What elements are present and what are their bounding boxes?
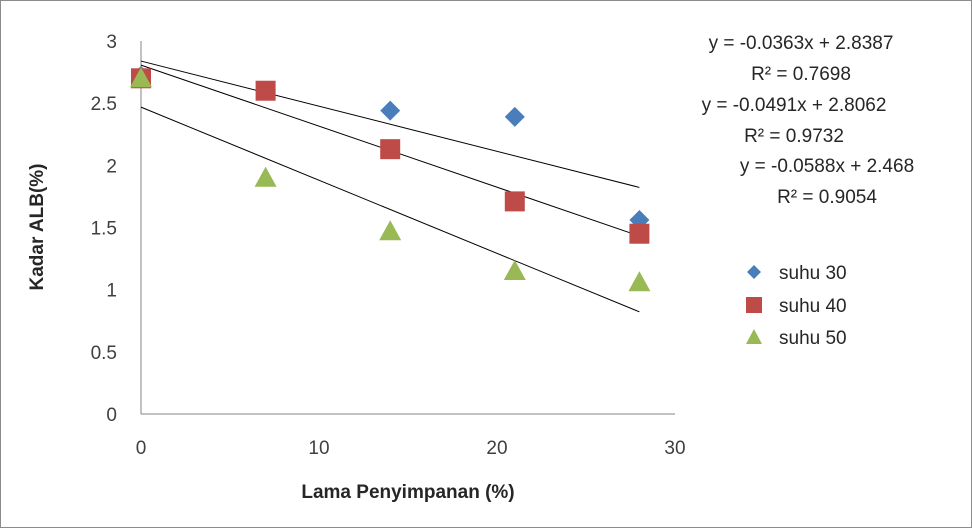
x-tick-label: 30 [664, 438, 685, 459]
data-point-series-3 [130, 67, 152, 88]
data-point-series-3 [379, 220, 402, 241]
data-point-series-1 [380, 100, 401, 121]
data-points [130, 65, 651, 292]
data-point-series-3 [254, 166, 277, 187]
trendline-3 [140, 106, 640, 313]
y-tick-label: 1.5 [91, 219, 117, 240]
y-tick-label: 0 [106, 405, 117, 426]
data-point-series-3 [628, 271, 651, 292]
legend-marker-2 [746, 297, 762, 313]
legend-marker-1 [747, 265, 761, 279]
x-tick-label: 10 [308, 438, 329, 459]
data-point-series-2 [629, 223, 650, 244]
y-axis-title: Kadar ALB(%) [27, 163, 48, 290]
y-tick-label: 0.5 [91, 343, 117, 364]
data-point-series-2 [504, 191, 525, 212]
data-point-series-3 [503, 260, 526, 281]
axes: 0 10 20 30 0 0.5 1 1.5 2 2.5 3 [91, 32, 686, 459]
legend-label-1: suhu 30 [779, 263, 847, 284]
trendline-equation-3: y = -0.0588x + 2.468 [740, 156, 914, 177]
x-axis-title: Lama Penyimpanan (%) [301, 482, 514, 503]
y-tick-label: 1 [106, 281, 117, 302]
x-tick-label: 20 [486, 438, 507, 459]
trendline-r2-1: R² = 0.7698 [751, 64, 851, 85]
trendline-equation-1: y = -0.0363x + 2.8387 [709, 33, 894, 54]
y-tick-label: 2.5 [91, 94, 117, 115]
trendline-1 [140, 60, 640, 188]
data-point-series-2 [380, 139, 401, 160]
trendlines [140, 60, 640, 313]
legend-label-3: suhu 50 [779, 328, 847, 349]
trendline-equation-2: y = -0.0491x + 2.8062 [702, 95, 887, 116]
x-tick-label: 0 [136, 438, 147, 459]
legend-marker-3 [746, 329, 762, 344]
data-point-series-1 [504, 106, 525, 127]
trendline-r2-3: R² = 0.9054 [777, 187, 877, 208]
trendline-r2-2: R² = 0.9732 [744, 126, 844, 147]
data-point-series-2 [255, 80, 276, 101]
legend: suhu 30 suhu 40 suhu 50 [746, 263, 847, 349]
legend-label-2: suhu 40 [779, 296, 847, 317]
y-tick-label: 2 [106, 156, 117, 177]
y-tick-label: 3 [106, 32, 117, 53]
trendline-equations: y = -0.0363x + 2.8387 R² = 0.7698 y = -0.0… [702, 33, 915, 208]
